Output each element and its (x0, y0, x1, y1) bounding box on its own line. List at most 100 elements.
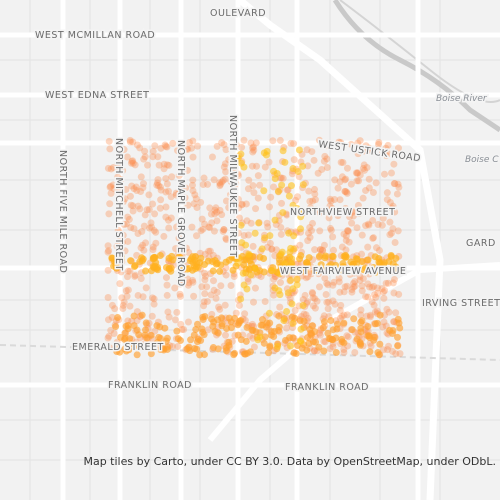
point (305, 254, 313, 262)
point (385, 342, 393, 350)
point (342, 232, 350, 240)
point (390, 180, 398, 188)
point (273, 246, 281, 254)
point (369, 148, 377, 156)
point (340, 267, 348, 275)
point (113, 264, 121, 272)
point (133, 351, 141, 359)
point (270, 275, 278, 283)
point (141, 211, 149, 219)
point (205, 223, 213, 231)
point (141, 147, 149, 155)
point (288, 300, 296, 308)
water-label: Boise River (436, 94, 488, 104)
point (315, 283, 323, 291)
point (287, 342, 295, 350)
point (137, 173, 145, 181)
point (105, 247, 113, 255)
point (191, 345, 199, 353)
point (335, 274, 343, 282)
point (311, 190, 319, 198)
point (213, 217, 221, 225)
point (293, 275, 301, 283)
point (343, 282, 351, 290)
point (247, 139, 255, 147)
point (231, 164, 239, 172)
point (279, 209, 287, 217)
point (108, 313, 116, 321)
point (356, 341, 364, 349)
point (370, 234, 378, 242)
point (199, 313, 207, 321)
point (261, 333, 269, 341)
street-label: IRVING STREET (422, 298, 500, 309)
point (251, 229, 259, 237)
point (140, 246, 148, 254)
point (254, 172, 262, 180)
point (331, 176, 339, 184)
point (174, 147, 182, 155)
point (237, 295, 245, 303)
point (279, 147, 287, 155)
point (129, 157, 137, 165)
point (320, 347, 328, 355)
point (133, 187, 141, 195)
point (289, 201, 297, 209)
point (362, 222, 370, 230)
point (184, 145, 192, 153)
point (116, 186, 124, 194)
point (336, 288, 344, 296)
point (184, 318, 192, 326)
point (320, 337, 328, 345)
point (140, 222, 148, 230)
point (104, 316, 112, 324)
point (288, 170, 296, 178)
point (117, 255, 125, 263)
point (340, 345, 348, 353)
point (114, 160, 122, 168)
street-label: WEST EDNA STREET (45, 90, 149, 101)
point (266, 343, 274, 351)
point (213, 142, 221, 150)
point (116, 280, 124, 288)
point (157, 186, 165, 194)
point (304, 273, 312, 281)
point (165, 161, 173, 169)
point (194, 142, 202, 150)
point (351, 278, 359, 286)
point (359, 194, 367, 202)
point (389, 279, 397, 287)
point (137, 188, 145, 196)
point (197, 254, 205, 262)
point (384, 141, 392, 149)
point (225, 204, 233, 212)
point (115, 165, 123, 173)
point (358, 250, 366, 258)
point (334, 184, 342, 192)
point (313, 297, 321, 305)
point (238, 200, 246, 208)
point (190, 200, 198, 208)
point (126, 136, 134, 144)
point (306, 197, 314, 205)
point (324, 305, 332, 313)
point (163, 281, 171, 289)
point (150, 300, 158, 308)
point (379, 267, 387, 275)
point (268, 245, 276, 253)
point (210, 286, 218, 294)
point (297, 213, 305, 221)
point (281, 260, 289, 268)
point (285, 229, 293, 237)
point (320, 241, 328, 249)
point (277, 223, 285, 231)
point (131, 161, 139, 169)
point (319, 324, 327, 332)
point (227, 177, 235, 185)
point (164, 216, 172, 224)
point (122, 347, 130, 355)
point (379, 214, 387, 222)
point (375, 246, 383, 254)
point (126, 267, 134, 275)
point (114, 226, 122, 234)
